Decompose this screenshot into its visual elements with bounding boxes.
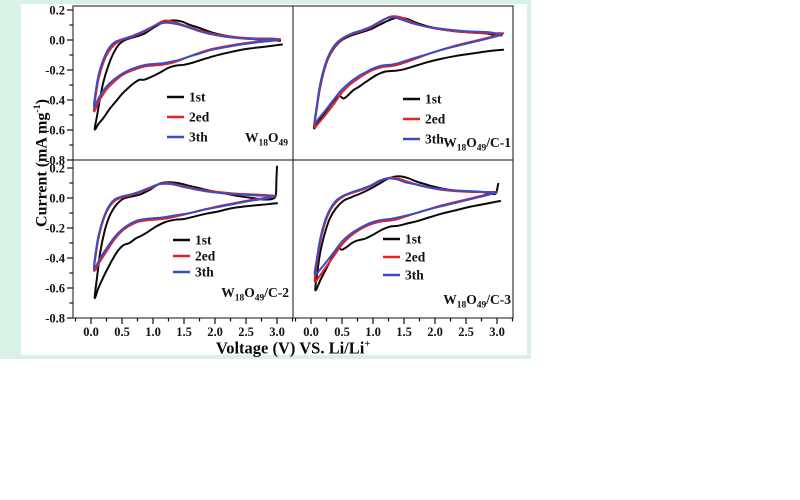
cv-curve-w18o49-2ed bbox=[92, 19, 282, 113]
panel-label-w18o49-c1: W18O49/C-1 bbox=[443, 135, 511, 154]
y-tick-label: 0.2 bbox=[49, 4, 65, 18]
legend-label-3th: 3th bbox=[189, 130, 208, 145]
cv-curve-w18o49-c1-2ed bbox=[313, 15, 505, 129]
x-axis-title-text: Voltage (V) VS. Li/Li bbox=[215, 338, 365, 358]
y-tick-label: -0.6 bbox=[45, 124, 65, 138]
cv-curve-w18o49-c2-3th bbox=[92, 182, 276, 270]
x-axis-title-sup: + bbox=[364, 339, 371, 350]
legend-label-1st: 1st bbox=[189, 90, 206, 105]
y-tick-label: 0.0 bbox=[49, 192, 65, 206]
legend-label-3th: 3th bbox=[425, 132, 444, 147]
x-tick-label: 0.5 bbox=[114, 325, 130, 339]
cv-figure: 0.2 0.0 -0.2 -0.4 -0.6 -0.8 0.2 0.0 -0.2 -0.4 -0.6… bbox=[0, 0, 531, 359]
legend-label-1st: 1st bbox=[405, 232, 422, 247]
x-tick-label: 1.5 bbox=[396, 325, 412, 339]
panel-curves-w18o49-c3 bbox=[313, 175, 502, 292]
x-axis-title: Voltage (V) VS. Li/Li+ bbox=[143, 333, 443, 358]
x-tick-label: 0.0 bbox=[303, 325, 319, 339]
y-tick-label: -0.8 bbox=[45, 312, 65, 326]
legend-w18o49-c1: 1st 2ed 3th bbox=[403, 92, 446, 147]
tick-marks bbox=[67, 9, 514, 324]
legend-w18o49-c3: 1st 2ed 3th bbox=[383, 232, 426, 283]
x-tick-label: 2.0 bbox=[207, 325, 223, 339]
cv-curve-w18o49-3th bbox=[92, 21, 280, 108]
x-tick-label: 2.5 bbox=[458, 325, 474, 339]
x-tick-label: 2.5 bbox=[238, 325, 254, 339]
y-axis-title-text: Current (mA mg bbox=[33, 112, 51, 227]
cv-curve-w18o49-1st bbox=[93, 19, 283, 131]
y-tick-label: -0.2 bbox=[45, 222, 65, 236]
legend-label-1st: 1st bbox=[195, 233, 212, 248]
y-tick-label: 0.0 bbox=[49, 34, 65, 48]
y-axis-title-end: ) bbox=[33, 99, 51, 105]
panel-label-w18o49-c2: W18O49/C-2 bbox=[221, 285, 289, 304]
x-tick-label: 1.0 bbox=[365, 325, 381, 339]
legend-label-3th: 3th bbox=[195, 265, 214, 280]
panel-curves-w18o49-c1 bbox=[313, 15, 505, 130]
tick-labels: 0.20.0-0.2-0.4-0.6-0.80.20.0-0.2-0.4-0.6… bbox=[45, 4, 505, 340]
legend-label-3th: 3th bbox=[405, 268, 424, 283]
panel-label-w18o49-c3: W18O49/C-3 bbox=[443, 292, 511, 311]
x-tick-label: 2.0 bbox=[427, 325, 443, 339]
y-axis-title-sup: -1 bbox=[32, 104, 43, 113]
legend-label-2ed: 2ed bbox=[405, 250, 426, 265]
cv-curve-w18o49-c3-2ed bbox=[313, 176, 498, 283]
panel-curves-w18o49 bbox=[92, 19, 283, 131]
legend-label-2ed: 2ed bbox=[189, 110, 210, 125]
cv-curve-w18o49-c3-3th bbox=[313, 177, 498, 277]
y-tick-label: -0.8 bbox=[45, 154, 65, 168]
legend-label-2ed: 2ed bbox=[425, 112, 446, 127]
cv-curve-w18o49-c1-3th bbox=[313, 16, 503, 125]
y-axis-title: Current (mA mg-1) bbox=[27, 32, 51, 294]
y-tick-label: -0.4 bbox=[45, 252, 66, 266]
cv-curve-w18o49-c1-1st bbox=[313, 16, 505, 130]
panel-curves-w18o49-c2 bbox=[92, 165, 278, 300]
legend-w18o49: 1st 2ed 3th bbox=[167, 90, 210, 145]
x-tick-label: 1.5 bbox=[176, 325, 192, 339]
y-tick-label: 0.2 bbox=[49, 162, 65, 176]
x-tick-label: 0.0 bbox=[83, 325, 99, 339]
legend-label-1st: 1st bbox=[425, 92, 442, 107]
x-tick-label: 3.0 bbox=[489, 325, 505, 339]
cv-curve-w18o49-c3-1st bbox=[314, 175, 502, 292]
cv-chart: 0.20.0-0.2-0.4-0.6-0.80.20.0-0.2-0.4-0.6… bbox=[45, 4, 514, 340]
x-tick-label: 3.0 bbox=[269, 325, 285, 339]
x-tick-label: 0.5 bbox=[334, 325, 350, 339]
x-tick-label: 1.0 bbox=[145, 325, 161, 339]
y-tick-label: -0.4 bbox=[45, 94, 66, 108]
panel-label-w18o49: W18O49 bbox=[245, 130, 288, 149]
legend-label-2ed: 2ed bbox=[195, 249, 216, 264]
y-tick-label: -0.6 bbox=[45, 282, 65, 296]
chart-plot-background bbox=[21, 4, 527, 355]
y-tick-label: -0.2 bbox=[45, 64, 65, 78]
axes-frame bbox=[72, 5, 514, 319]
